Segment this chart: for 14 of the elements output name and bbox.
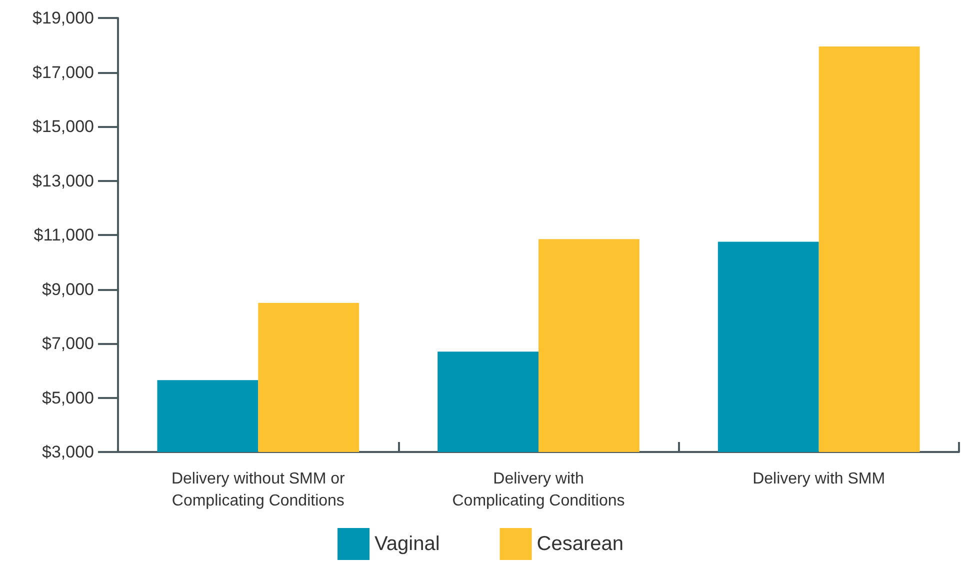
x-tick-label: Delivery with SMM [752,470,886,488]
y-tick-label: $5,000 [42,388,94,408]
legend-label: Cesarean [536,533,624,555]
y-tick-label: $3,000 [42,442,94,462]
y-tick-label: $7,000 [42,334,94,353]
y-tick-label: $13,000 [32,171,94,190]
x-tick-label: Delivery without SMM or Complicating Conditions [171,470,346,510]
y-tick-label: $17,000 [32,62,94,82]
x-tick-label: Delivery with Complicating Conditions [452,470,625,510]
y-tick-label: $11,000 [34,226,94,244]
legend-label: Vaginal [374,533,440,555]
y-tick-label: $15,000 [32,117,94,136]
y-tick-label: $9,000 [42,280,94,299]
y-tick-label: $19,000 [32,8,94,28]
